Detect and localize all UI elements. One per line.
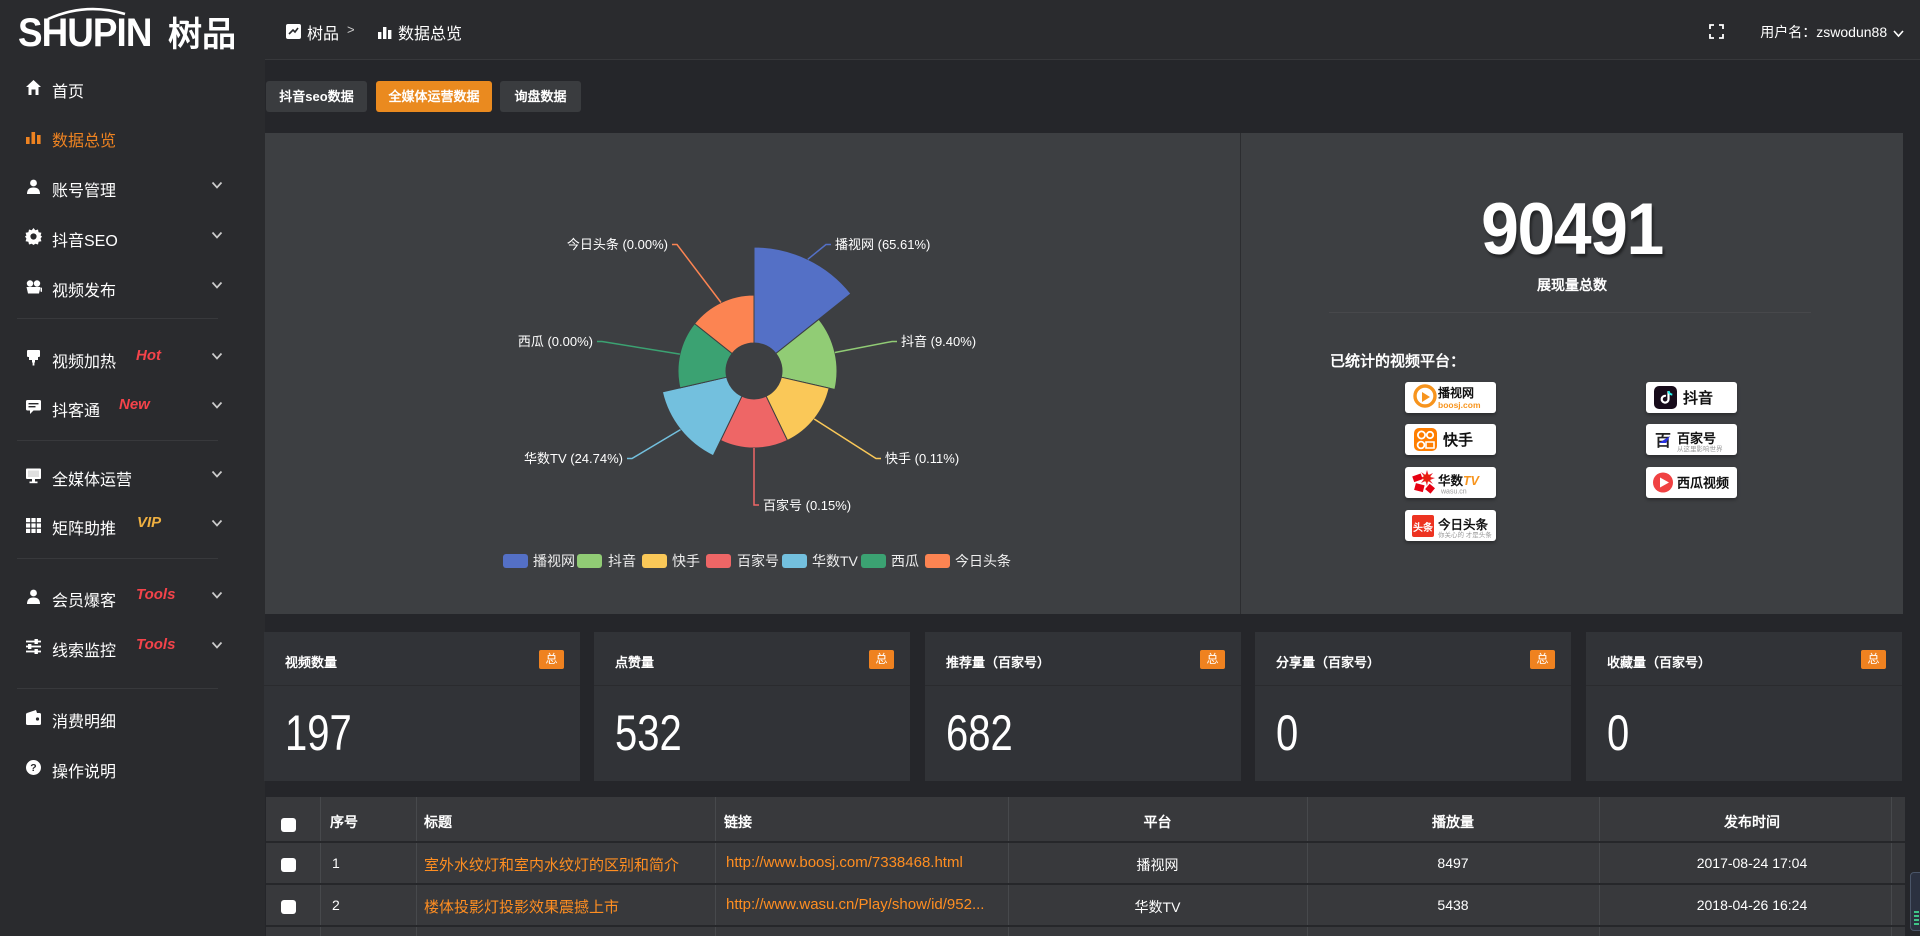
svg-text:今日头条: 今日头条 [1437, 517, 1489, 532]
svg-text:wasu.cn: wasu.cn [1440, 489, 1467, 496]
svg-text:SHUPIN: SHUPIN [18, 11, 151, 53]
svg-text:西瓜 (0.00%): 西瓜 (0.00%) [518, 334, 593, 349]
svg-text:西瓜: 西瓜 [891, 553, 919, 569]
svg-text:你关心的 才是头条: 你关心的 才是头条 [1438, 530, 1492, 539]
svg-text:抖音 (9.40%): 抖音 (9.40%) [901, 334, 976, 349]
svg-text:播视网: 播视网 [533, 553, 575, 569]
svg-text:华数TV: 华数TV [812, 553, 859, 569]
svg-text:抖音: 抖音 [608, 553, 636, 569]
svg-text:快手: 快手 [1443, 431, 1473, 449]
svg-text:播视网 (65.61%): 播视网 (65.61%) [835, 237, 930, 252]
svg-text:今日头条 (0.00%): 今日头条 (0.00%) [567, 237, 668, 252]
svg-text:华数TV (24.74%): 华数TV (24.74%) [524, 451, 623, 466]
svg-text:华数TV: 华数TV [1438, 473, 1481, 488]
svg-text:百家号: 百家号 [1677, 431, 1716, 446]
svg-text:今日头条: 今日头条 [955, 553, 1011, 569]
svg-text:快手: 快手 [672, 553, 700, 569]
svg-text:西瓜视频: 西瓜视频 [1677, 476, 1729, 491]
svg-text:树品: 树品 [168, 16, 236, 53]
svg-text:百家号: 百家号 [737, 553, 779, 569]
svg-text:?: ? [30, 762, 36, 774]
svg-text:从这里影响世界: 从这里影响世界 [1677, 444, 1723, 453]
svg-text:百家号 (0.15%): 百家号 (0.15%) [763, 498, 851, 513]
svg-text:boosj.com: boosj.com [1438, 400, 1481, 410]
svg-text:抖音: 抖音 [1683, 389, 1713, 407]
svg-text:快手 (0.11%): 快手 (0.11%) [885, 451, 959, 466]
svg-text:头条: 头条 [1413, 521, 1434, 534]
svg-text:播视网: 播视网 [1438, 385, 1474, 400]
